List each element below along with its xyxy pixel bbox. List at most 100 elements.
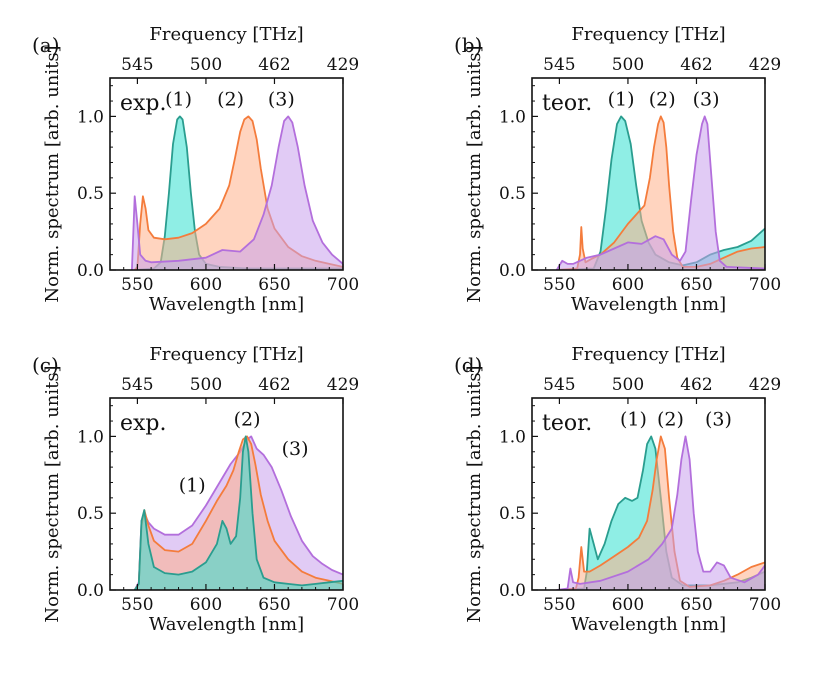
top-tick-label: 429 bbox=[327, 375, 359, 395]
y-tick-label: 0.0 bbox=[499, 261, 526, 281]
series-label-3: (1) bbox=[179, 475, 206, 497]
series-area-1 bbox=[556, 116, 765, 270]
x-tick-label: 550 bbox=[121, 275, 153, 295]
top-tick-label: 462 bbox=[680, 375, 712, 395]
series-label-3: (3) bbox=[268, 89, 295, 111]
y-tick-label: 1.0 bbox=[77, 427, 104, 447]
x-tick-label: 550 bbox=[543, 275, 575, 295]
top-tick-label: 462 bbox=[258, 375, 290, 395]
series-area-2 bbox=[556, 116, 765, 270]
y-axis-label: Norm. spectrum [arb. units] bbox=[464, 45, 485, 302]
plot-area bbox=[133, 435, 343, 590]
x-tick-label: 700 bbox=[327, 595, 359, 615]
series-line-2 bbox=[133, 435, 343, 590]
panel-tag: exp. bbox=[120, 411, 167, 436]
top-tick-label: 545 bbox=[121, 375, 153, 395]
x-tick-label: 700 bbox=[749, 275, 781, 295]
panel-tag: teor. bbox=[542, 91, 592, 116]
x-tick-label: 650 bbox=[680, 595, 712, 615]
y-tick-label: 0.0 bbox=[77, 581, 104, 601]
y-tick-label: 0.5 bbox=[499, 184, 526, 204]
x-tick-label: 600 bbox=[190, 275, 222, 295]
top-tick-label: 545 bbox=[543, 375, 575, 395]
x-axis-label: Wavelength [nm] bbox=[149, 614, 304, 635]
y-tick-label: 1.0 bbox=[499, 427, 526, 447]
x-tick-label: 700 bbox=[749, 595, 781, 615]
chart-panel-3: 550 600 650 700 545 500 462 429 0.0 0.5 1.0 Wavelen… bbox=[32, 344, 359, 635]
chart-panel-2: 550 600 650 700 545 500 462 429 0.0 0.5 1.0 Wavelen… bbox=[454, 24, 781, 315]
plot-area bbox=[131, 115, 343, 270]
top-tick-label: 500 bbox=[190, 375, 222, 395]
panel-letter: (a) bbox=[32, 33, 60, 57]
top-tick-label: 462 bbox=[258, 55, 290, 75]
series-area-3 bbox=[556, 436, 765, 590]
top-axis-label: Frequency [THz] bbox=[571, 24, 725, 45]
y-tick-label: 1.0 bbox=[77, 107, 104, 127]
series-label-1: (1) bbox=[608, 89, 635, 111]
y-tick-label: 0.5 bbox=[499, 504, 526, 524]
series-label-3: (3) bbox=[693, 89, 720, 111]
series-label-2: (2) bbox=[234, 409, 261, 431]
series-line-3 bbox=[131, 115, 343, 270]
x-tick-label: 600 bbox=[612, 595, 644, 615]
series-label-2: (2) bbox=[657, 409, 684, 431]
plot-area bbox=[556, 435, 765, 590]
top-tick-label: 545 bbox=[121, 55, 153, 75]
series-line-3 bbox=[555, 115, 765, 270]
plot-area bbox=[555, 115, 765, 270]
x-tick-label: 550 bbox=[121, 595, 153, 615]
x-tick-label: 700 bbox=[327, 275, 359, 295]
series-area-2 bbox=[134, 116, 343, 270]
y-tick-label: 0.5 bbox=[77, 184, 104, 204]
series-label-1: (1) bbox=[165, 89, 192, 111]
panel-tag: exp. bbox=[120, 91, 167, 116]
top-tick-label: 429 bbox=[749, 375, 781, 395]
x-axis-label: Wavelength [nm] bbox=[571, 614, 726, 635]
y-tick-label: 1.0 bbox=[499, 107, 526, 127]
x-tick-label: 600 bbox=[612, 275, 644, 295]
x-axis-label: Wavelength [nm] bbox=[571, 294, 726, 315]
plot-frame bbox=[531, 397, 766, 591]
series-label-2: (2) bbox=[649, 89, 676, 111]
series-line-3 bbox=[133, 435, 343, 590]
series-label-1: (1) bbox=[620, 409, 647, 431]
series-label-2: (2) bbox=[217, 89, 244, 111]
top-axis-label: Frequency [THz] bbox=[571, 344, 725, 365]
x-tick-label: 550 bbox=[543, 595, 575, 615]
series-area-3 bbox=[556, 116, 765, 270]
panel-letter: (d) bbox=[454, 353, 482, 377]
x-tick-label: 650 bbox=[258, 275, 290, 295]
top-tick-label: 462 bbox=[680, 55, 712, 75]
y-axis-label: Norm. spectrum [arb. units] bbox=[42, 365, 63, 622]
y-tick-label: 0.0 bbox=[77, 261, 104, 281]
top-tick-label: 500 bbox=[612, 375, 644, 395]
top-tick-label: 429 bbox=[749, 55, 781, 75]
series-line-3 bbox=[556, 435, 765, 590]
y-axis-label: Norm. spectrum [arb. units] bbox=[464, 365, 485, 622]
y-tick-label: 0.0 bbox=[499, 581, 526, 601]
x-tick-label: 650 bbox=[680, 275, 712, 295]
top-tick-label: 500 bbox=[612, 55, 644, 75]
top-axis-label: Frequency [THz] bbox=[149, 344, 303, 365]
series-label-3: (3) bbox=[705, 409, 732, 431]
top-axis-label: Frequency [THz] bbox=[149, 24, 303, 45]
panel-letter: (c) bbox=[32, 353, 59, 377]
chart-panel-4: 550 600 650 700 545 500 462 429 0.0 0.5 1.0 Wavelen… bbox=[454, 344, 781, 635]
x-axis-label: Wavelength [nm] bbox=[149, 294, 304, 315]
series-label-1: (3) bbox=[282, 438, 309, 460]
x-tick-label: 650 bbox=[258, 595, 290, 615]
plot-frame bbox=[109, 397, 344, 591]
top-tick-label: 500 bbox=[190, 55, 222, 75]
x-tick-label: 600 bbox=[190, 595, 222, 615]
panel-tag: teor. bbox=[542, 411, 592, 436]
chart-panel-1: 550 600 650 700 545 500 462 429 0.0 0.5 1.0 Wavelen… bbox=[32, 24, 359, 315]
plot-frame bbox=[531, 77, 766, 271]
plot-frame bbox=[109, 77, 344, 271]
panel-letter: (b) bbox=[454, 33, 482, 57]
y-tick-label: 0.5 bbox=[77, 504, 104, 524]
top-tick-label: 429 bbox=[327, 55, 359, 75]
series-area-2 bbox=[556, 436, 765, 590]
top-tick-label: 545 bbox=[543, 55, 575, 75]
series-area-3 bbox=[131, 116, 343, 270]
